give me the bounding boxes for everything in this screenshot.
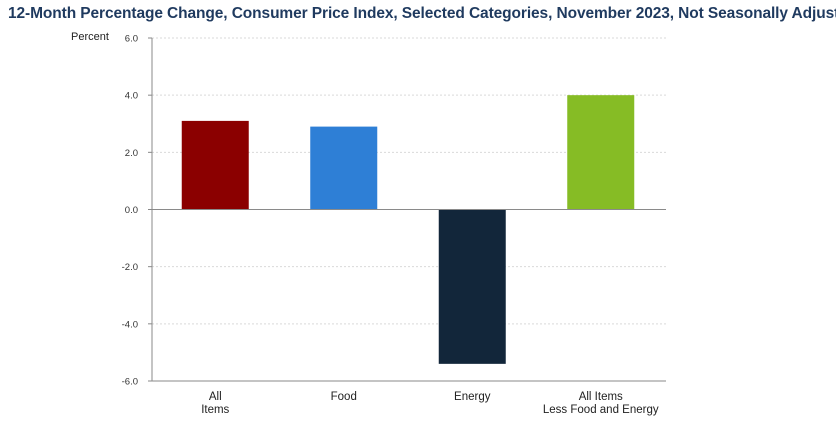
x-tick-label: Items: [201, 404, 229, 416]
axes: [148, 37, 666, 382]
x-tick-label: All: [209, 391, 222, 403]
bars: [181, 95, 635, 364]
y-tick-label: 2.0: [125, 148, 138, 159]
x-tick-label: Food: [331, 391, 357, 403]
bar: [310, 126, 378, 210]
bar: [567, 95, 635, 210]
y-tick-label: 0.0: [125, 205, 138, 216]
chart-title: 12-Month Percentage Change, Consumer Pri…: [8, 5, 836, 22]
y-tick-label: 4.0: [125, 91, 138, 102]
bar: [438, 209, 506, 364]
y-axis-label: Percent: [71, 31, 109, 43]
y-tick-label: -4.0: [122, 319, 138, 330]
x-tick-label: All Items: [579, 391, 623, 403]
y-tick-label: 6.0: [125, 34, 138, 45]
y-tick-label: -2.0: [122, 262, 138, 273]
bar: [181, 120, 249, 210]
y-tick-label: -6.0: [122, 377, 138, 388]
x-tick-label: Less Food and Energy: [543, 404, 659, 416]
x-tick-label: Energy: [454, 391, 491, 403]
